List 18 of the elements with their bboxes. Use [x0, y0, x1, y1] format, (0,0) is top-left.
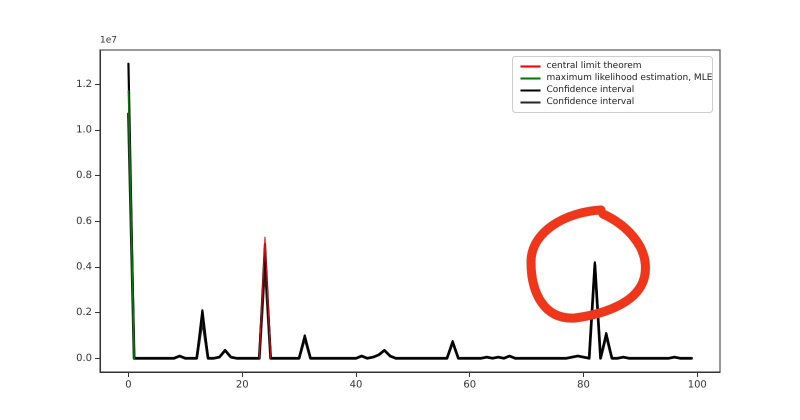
- x-tick-label: 80: [577, 380, 590, 390]
- legend-label: Confidence interval: [546, 97, 634, 107]
- legend-label: maximum likelihood estimation, MLE: [546, 73, 713, 83]
- x-tick-label: 20: [236, 380, 249, 390]
- y-tick-label: 0.8: [76, 170, 92, 182]
- y-tick-label: 1.2: [76, 78, 92, 90]
- y-tick-label: 1.0: [76, 124, 92, 136]
- y-tick-label: 0.0: [76, 352, 92, 364]
- text: 1e7: [100, 36, 117, 46]
- legend-label: Confidence interval: [546, 85, 634, 95]
- y-tick-label: 0.6: [76, 216, 92, 227]
- x-tick-label: 0: [125, 380, 132, 390]
- x-tick-label: 100: [688, 380, 707, 390]
- x-tick-label: 60: [463, 380, 476, 390]
- legend-label: central limit theorem: [546, 61, 642, 71]
- y-tick-label: 0.4: [76, 261, 92, 272]
- x-tick-label: 40: [350, 380, 362, 390]
- y-tick-label: 0.2: [76, 307, 92, 318]
